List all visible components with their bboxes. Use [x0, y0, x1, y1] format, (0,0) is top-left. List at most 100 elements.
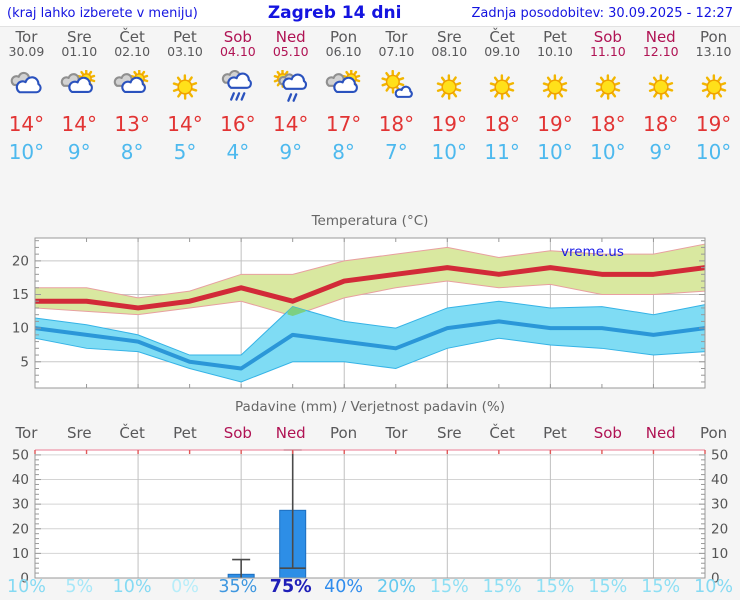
precip-day-label: Ned — [645, 424, 676, 442]
precip-y-axis-label-left: 0 — [20, 571, 29, 584]
day-name: Sob — [223, 28, 252, 46]
day-date: 12.10 — [642, 44, 679, 59]
precip-day-label: Sob — [223, 424, 252, 442]
day-column: Čet 02.10 13° 8° — [106, 29, 159, 167]
precip-day-label: Pet — [173, 424, 197, 442]
day-min-temperature: 10° — [590, 140, 626, 164]
precip-probability-value: 35% — [218, 577, 258, 597]
day-date: 02.10 — [114, 44, 151, 59]
day-column: Pon 13.10 19° 10° — [687, 29, 740, 167]
precip-day-label: Tor — [15, 424, 38, 442]
precip-y-axis-label-left: 40 — [12, 472, 29, 488]
day-max-temperature: 17° — [325, 112, 362, 136]
temp-y-axis-label: 20 — [12, 253, 29, 269]
day-min-temperature: 9° — [279, 140, 303, 164]
precip-y-axis-label-right: 0 — [711, 571, 720, 584]
precipitation-chart-svg: 0 0 10 10 20 20 30 30 40 40 50 50 — [12, 447, 728, 584]
day-date: 30.09 — [8, 44, 45, 59]
day-column: Pet 10.10 19° 10° — [529, 29, 582, 167]
precip-probability-value: 15% — [535, 577, 575, 597]
temp-y-axis-label: 10 — [12, 321, 29, 337]
day-max-temperature: 19° — [537, 112, 573, 136]
day-column: Sob 04.10 16° 4° — [211, 29, 264, 167]
day-column: Ned 12.10 18° 9° — [634, 29, 687, 167]
precip-y-axis-label-right: 50 — [711, 447, 728, 463]
precipitation-day-labels: Tor Sre Čet Pet Sob Ned Pon Tor Sre Čet Pet Sob Ned P… — [0, 424, 740, 442]
cloudy-icon — [0, 68, 53, 106]
precip-day-label: Čet — [489, 424, 515, 442]
day-max-temperature: 18° — [378, 112, 415, 136]
day-min-temperature: 5° — [173, 140, 197, 164]
precip-day-label: Pon — [329, 424, 358, 442]
precip-y-axis-label-right: 40 — [711, 472, 728, 488]
temperature-chart-title: Temperatura (°C) — [311, 213, 429, 229]
day-min-temperature: 11° — [484, 140, 520, 164]
day-column: Sre 01.10 14° 9° — [53, 29, 106, 167]
day-date: 11.10 — [589, 44, 626, 59]
day-column: Čet 09.10 18° 11° — [476, 29, 529, 167]
precip-y-axis-label-left: 20 — [12, 521, 29, 537]
precip-day-label: Ned — [275, 424, 306, 442]
day-min-temperature: 9° — [67, 140, 91, 164]
rain-icon — [211, 68, 264, 106]
day-name: Ned — [275, 28, 306, 46]
day-column: Pon 06.10 17° 8° — [317, 29, 370, 167]
day-date: 09.10 — [484, 44, 521, 59]
precip-y-axis-label-right: 20 — [711, 521, 728, 537]
precip-probability-value: 75% — [269, 577, 312, 597]
precipitation-chart-title: Padavine (mm) / Verjetnost padavin (%) — [235, 399, 505, 415]
sunny-icon — [634, 68, 687, 106]
day-column: Pet 03.10 14° 5° — [159, 29, 212, 167]
precip-probability-value: 10% — [694, 577, 734, 597]
day-min-temperature: 7° — [385, 140, 408, 164]
day-max-temperature: 14° — [8, 112, 45, 136]
day-date: 04.10 — [219, 44, 256, 59]
vreme-us-watermark-link[interactable]: vreme.us — [561, 244, 624, 260]
precip-probability-value: 15% — [429, 577, 469, 597]
precip-probability-value: 10% — [6, 577, 46, 597]
precip-day-label: Sre — [66, 424, 92, 442]
day-min-temperature: 8° — [332, 140, 355, 164]
sun-rain-icon — [264, 68, 317, 106]
header: (kraj lahko izberete v meniju) Zagreb 14… — [0, 0, 740, 27]
day-name: Tor — [385, 28, 408, 46]
mostly-sunny-icon — [370, 68, 423, 106]
day-name: Sre — [66, 28, 92, 46]
temperature-chart-svg: 5 10 15 20 vreme.us — [12, 237, 706, 389]
page-title: Zagreb 14 dni — [267, 3, 402, 23]
precip-y-axis-label-right: 30 — [711, 497, 728, 513]
day-name: Čet — [489, 28, 515, 46]
day-min-temperature: 8° — [120, 140, 144, 164]
sunny-icon — [423, 68, 476, 106]
day-name: Sob — [593, 28, 622, 46]
sunny-icon — [581, 68, 634, 106]
precip-day-label: Tor — [385, 424, 408, 442]
day-name: Sre — [436, 28, 462, 46]
day-min-temperature: 10° — [695, 140, 732, 164]
temp-y-axis-label: 15 — [12, 287, 29, 303]
precip-day-label: Sob — [593, 424, 622, 442]
day-name: Pet — [173, 28, 197, 46]
day-max-temperature: 16° — [220, 112, 256, 136]
day-date: 03.10 — [167, 44, 203, 59]
probability-row: 10% 5% 10% 0% 35% 75% 40% 20% 15% 15% 15% 15% 15% 10% — [0, 576, 740, 599]
day-date: 05.10 — [272, 44, 309, 59]
last-update-timestamp: Zadnja posodobitev: 30.09.2025 - 12:27 — [471, 5, 733, 21]
day-date: 01.10 — [61, 44, 98, 59]
day-date: 13.10 — [695, 44, 732, 59]
precip-probability-value: 40% — [324, 577, 364, 597]
day-column: Sob 11.10 18° 10° — [581, 29, 634, 167]
precip-probability-value: 10% — [112, 577, 152, 597]
precip-y-axis-label-left: 30 — [12, 497, 29, 513]
temp-y-axis-label: 5 — [20, 354, 29, 370]
day-max-temperature: 18° — [590, 112, 626, 136]
precip-day-label: Pet — [543, 424, 567, 442]
day-column: Tor 30.09 14° 10° — [0, 29, 53, 167]
day-name: Čet — [119, 28, 145, 46]
day-date: 10.10 — [537, 44, 573, 59]
day-column: Tor 07.10 18° 7° — [370, 29, 423, 167]
forecast-days-row: Tor 30.09 14° 10° Sre 01.10 14° 9° Čet 02.10 13° 8°… — [0, 29, 740, 167]
precipitation-chart: 0 0 10 10 20 20 30 30 40 40 50 50 — [0, 443, 740, 583]
day-column: Ned 05.10 14° 9° — [264, 29, 317, 167]
